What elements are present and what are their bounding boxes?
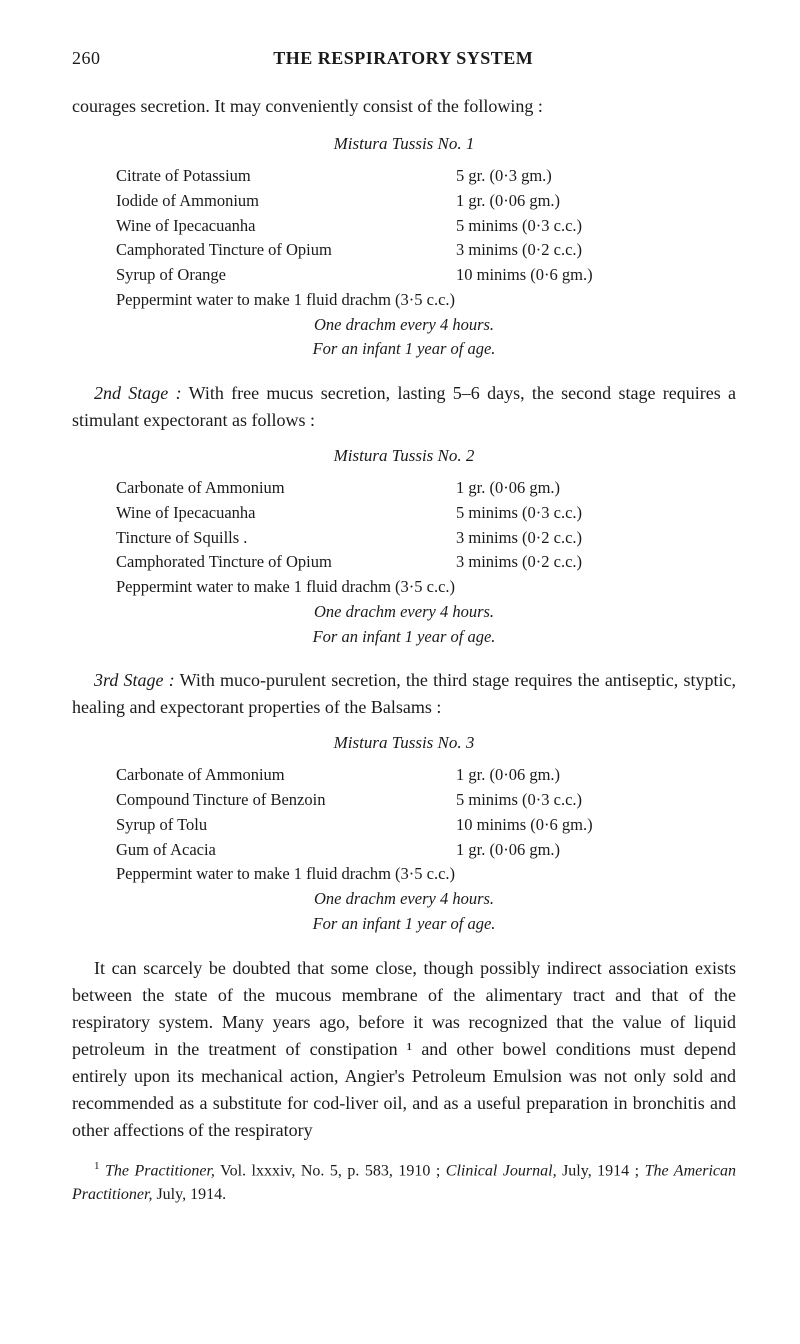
recipe-row: Syrup of Orange 10 minims (0·6 gm.)	[72, 263, 736, 288]
recipe-3: Carbonate of Ammonium 1 gr. (0·06 gm.) C…	[72, 763, 736, 936]
recipe-row: Syrup of Tolu 10 minims (0·6 gm.)	[72, 813, 736, 838]
recipe-instruction: For an infant 1 year of age.	[72, 337, 736, 362]
ingredient: Carbonate of Ammonium	[116, 476, 456, 501]
ingredient: Iodide of Ammonium	[116, 189, 456, 214]
recipe-title-2: Mistura Tussis No. 2	[72, 446, 736, 466]
amount: 1 gr. (0·06 gm.)	[456, 189, 736, 214]
amount: 1 gr. (0·06 gm.)	[456, 476, 736, 501]
recipe-row: Compound Tincture of Benzoin 5 minims (0…	[72, 788, 736, 813]
footnote-italic: Clinical Journal,	[446, 1162, 557, 1179]
recipe-1: Citrate of Potassium 5 gr. (0·3 gm.) Iod…	[72, 164, 736, 362]
recipe-full-line: Peppermint water to make 1 fluid drachm …	[72, 288, 736, 313]
recipe-row: Camphorated Tincture of Opium 3 minims (…	[72, 550, 736, 575]
amount: 1 gr. (0·06 gm.)	[456, 763, 736, 788]
recipe-title-1: Mistura Tussis No. 1	[72, 134, 736, 154]
amount: 3 minims (0·2 c.c.)	[456, 526, 736, 551]
stage-label: 2nd Stage :	[94, 383, 182, 403]
ingredient: Carbonate of Ammonium	[116, 763, 456, 788]
page-number: 260	[72, 48, 101, 69]
recipe-instruction: For an infant 1 year of age.	[72, 625, 736, 650]
recipe-row: Wine of Ipecacuanha 5 minims (0·3 c.c.)	[72, 501, 736, 526]
amount: 3 minims (0·2 c.c.)	[456, 550, 736, 575]
recipe-title-3: Mistura Tussis No. 3	[72, 733, 736, 753]
footnote-text: Vol. lxxxiv, No. 5, p. 583, 1910 ;	[215, 1162, 446, 1179]
ingredient: Camphorated Tincture of Opium	[116, 238, 456, 263]
recipe-full-line: Peppermint water to make 1 fluid drachm …	[72, 575, 736, 600]
ingredient: Syrup of Orange	[116, 263, 456, 288]
recipe-row: Carbonate of Ammonium 1 gr. (0·06 gm.)	[72, 476, 736, 501]
recipe-instruction: One drachm every 4 hours.	[72, 313, 736, 338]
footnote-text: July, 1914 ;	[557, 1162, 645, 1179]
recipe-instruction: For an infant 1 year of age.	[72, 912, 736, 937]
ingredient: Tincture of Squills .	[116, 526, 456, 551]
ingredient: Wine of Ipecacuanha	[116, 501, 456, 526]
recipe-row: Carbonate of Ammonium 1 gr. (0·06 gm.)	[72, 763, 736, 788]
recipe-row: Iodide of Ammonium 1 gr. (0·06 gm.)	[72, 189, 736, 214]
recipe-row: Wine of Ipecacuanha 5 minims (0·3 c.c.)	[72, 214, 736, 239]
amount: 10 minims (0·6 gm.)	[456, 813, 736, 838]
ingredient: Wine of Ipecacuanha	[116, 214, 456, 239]
ingredient: Gum of Acacia	[116, 838, 456, 863]
amount: 5 minims (0·3 c.c.)	[456, 501, 736, 526]
recipe-instruction: One drachm every 4 hours.	[72, 600, 736, 625]
recipe-full-line: Peppermint water to make 1 fluid drachm …	[72, 862, 736, 887]
recipe-row: Tincture of Squills . 3 minims (0·2 c.c.…	[72, 526, 736, 551]
recipe-row: Citrate of Potassium 5 gr. (0·3 gm.)	[72, 164, 736, 189]
page-header: 260 THE RESPIRATORY SYSTEM	[72, 48, 736, 69]
amount: 3 minims (0·2 c.c.)	[456, 238, 736, 263]
recipe-2: Carbonate of Ammonium 1 gr. (0·06 gm.) W…	[72, 476, 736, 649]
ingredient: Compound Tincture of Benzoin	[116, 788, 456, 813]
stage-label: 3rd Stage :	[94, 670, 175, 690]
amount: 5 minims (0·3 c.c.)	[456, 214, 736, 239]
footnote-italic: The Practitioner,	[100, 1162, 215, 1179]
amount: 5 minims (0·3 c.c.)	[456, 788, 736, 813]
stage-2-paragraph: 2nd Stage : With free mucus secretion, l…	[72, 380, 736, 434]
ingredient: Syrup of Tolu	[116, 813, 456, 838]
book-page: 260 THE RESPIRATORY SYSTEM courages secr…	[0, 0, 800, 1344]
recipe-row: Gum of Acacia 1 gr. (0·06 gm.)	[72, 838, 736, 863]
recipe-row: Camphorated Tincture of Opium 3 minims (…	[72, 238, 736, 263]
amount: 10 minims (0·6 gm.)	[456, 263, 736, 288]
amount: 5 gr. (0·3 gm.)	[456, 164, 736, 189]
footnote-text: July, 1914.	[152, 1186, 226, 1203]
ingredient: Citrate of Potassium	[116, 164, 456, 189]
ingredient: Camphorated Tincture of Opium	[116, 550, 456, 575]
footnote: 1 The Practitioner, Vol. lxxxiv, No. 5, …	[72, 1158, 736, 1207]
running-head: THE RESPIRATORY SYSTEM	[273, 48, 533, 69]
intro-paragraph: courages secretion. It may conveniently …	[72, 93, 736, 120]
amount: 1 gr. (0·06 gm.)	[456, 838, 736, 863]
recipe-instruction: One drachm every 4 hours.	[72, 887, 736, 912]
stage-3-paragraph: 3rd Stage : With muco-purulent secretion…	[72, 667, 736, 721]
body-paragraph: It can scarcely be doubted that some clo…	[72, 955, 736, 1144]
